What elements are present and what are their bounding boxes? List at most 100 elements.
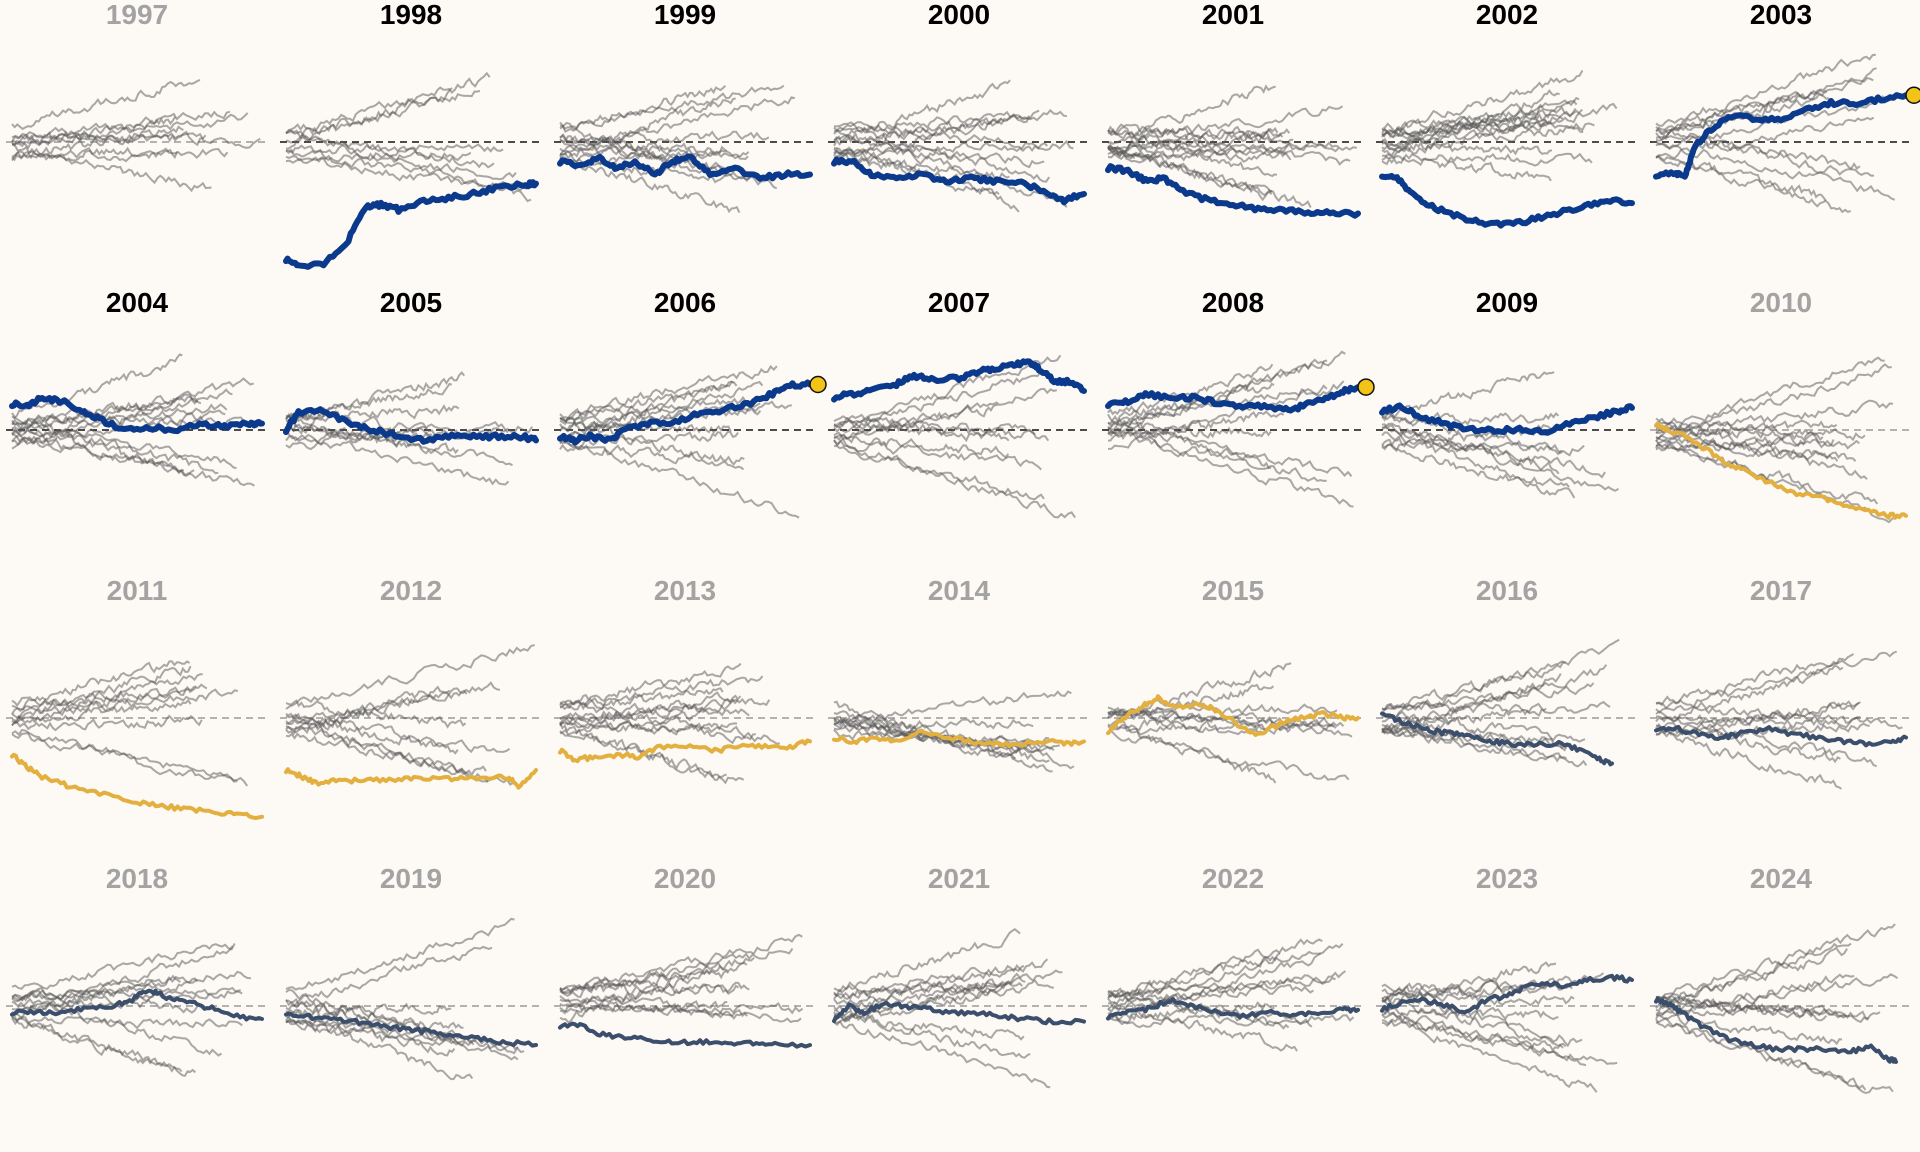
panel-2015: 2015: [1096, 576, 1370, 864]
panel-2010: 2010: [1644, 288, 1918, 576]
context-line: [1107, 410, 1285, 442]
context-line: [1107, 938, 1323, 1000]
context-line: [1655, 1002, 1881, 1024]
highlight-line: [1380, 711, 1614, 767]
context-line: [1381, 113, 1564, 134]
context-line: [11, 353, 183, 420]
context-line: [559, 364, 778, 421]
context-line: [1655, 1018, 1867, 1091]
context-line: [1655, 973, 1899, 1016]
highlight-line: [10, 752, 264, 821]
panel-2005: 2005: [274, 288, 548, 576]
panel-title: 2002: [1475, 0, 1539, 30]
context-line: [833, 146, 1045, 169]
context-line: [285, 699, 467, 729]
highlight-line: [1379, 402, 1635, 436]
highlight-line: [1654, 996, 1898, 1064]
context-line: [285, 945, 493, 1011]
context-line: [833, 404, 998, 441]
context-line: [11, 78, 201, 131]
context-line: [11, 110, 231, 143]
context-line: [833, 690, 1072, 726]
context-line: [1655, 155, 1827, 202]
context-line: [1655, 946, 1848, 1013]
context-line: [11, 997, 223, 1057]
panel-title: 2007: [927, 287, 991, 318]
panel-title: 2015: [1201, 575, 1265, 606]
panel-title: 1997: [105, 0, 169, 30]
context-line: [285, 71, 491, 134]
panel-2013: 2013: [548, 576, 822, 864]
panel-plot: [6, 353, 268, 487]
highlight-line: [557, 153, 813, 182]
highlight-line: [284, 767, 538, 790]
context-line: [833, 121, 1074, 152]
panel-2001: 2001: [1096, 0, 1370, 288]
context-line: [1655, 650, 1898, 714]
context-line: [559, 675, 764, 711]
panel-plot: [554, 933, 816, 1049]
context-line: [11, 1014, 183, 1073]
context-line: [1107, 1014, 1355, 1029]
context-line: [1107, 984, 1314, 1005]
context-line: [1381, 1017, 1567, 1052]
panel-2008: 2008: [1096, 288, 1375, 576]
context-line: [1107, 720, 1337, 736]
context-line: [1655, 653, 1854, 707]
context-line: [833, 723, 1061, 751]
context-line: [833, 969, 1063, 1006]
panel-2007: 2007: [822, 288, 1096, 576]
context-line: [833, 129, 1068, 208]
context-line: [559, 721, 727, 781]
context-line: [1107, 952, 1281, 1000]
context-line: [1107, 729, 1350, 781]
context-line: [285, 420, 509, 444]
context-line: [833, 387, 1058, 440]
context-line: [1381, 440, 1585, 457]
panel-title: 2011: [106, 575, 168, 606]
panel-plot: [1376, 638, 1638, 768]
context-line: [833, 146, 1020, 213]
highlight-line: [832, 1000, 1086, 1026]
context-line: [1655, 710, 1878, 768]
panel-plot: [1650, 923, 1912, 1095]
panel-plot: [280, 371, 542, 486]
context-line: [1107, 943, 1344, 1011]
panel-title: 2004: [105, 287, 169, 318]
panel-plot: [1376, 961, 1638, 1093]
endpoint-marker: [809, 375, 827, 394]
context-line: [559, 156, 741, 214]
context-line: [1381, 700, 1611, 715]
context-line: [1107, 125, 1291, 140]
context-line: [11, 660, 191, 707]
context-line: [833, 1009, 1031, 1059]
highlight-line: [9, 394, 265, 435]
context-line: [559, 961, 748, 994]
endpoint-marker: [1357, 378, 1375, 396]
highlight-line: [831, 358, 1087, 403]
endpoint-marker: [1905, 86, 1920, 104]
context-line: [559, 1000, 728, 1015]
context-line: [285, 89, 481, 150]
panel-title: 2005: [379, 287, 443, 318]
context-line: [1381, 998, 1564, 1049]
context-line: [1381, 664, 1608, 730]
context-line: [1107, 1002, 1298, 1052]
panel-title: 2021: [927, 863, 991, 894]
panel-title: 2003: [1749, 0, 1813, 30]
context-line: [11, 991, 204, 1014]
context-line: [1655, 417, 1866, 442]
panel-2020: 2020: [548, 864, 822, 1152]
context-line: [833, 1020, 1051, 1089]
context-line: [1381, 638, 1620, 723]
context-line: [559, 948, 794, 992]
context-line: [833, 126, 1051, 183]
panel-title: 2020: [653, 863, 717, 894]
context-line: [1107, 976, 1336, 998]
panel-title: 1998: [379, 0, 443, 30]
panel-title: 2017: [1749, 575, 1813, 606]
context-line: [1107, 132, 1284, 154]
context-line: [11, 728, 249, 787]
panel-2002: 2002: [1370, 0, 1644, 288]
panel-2016: 2016: [1370, 576, 1644, 864]
